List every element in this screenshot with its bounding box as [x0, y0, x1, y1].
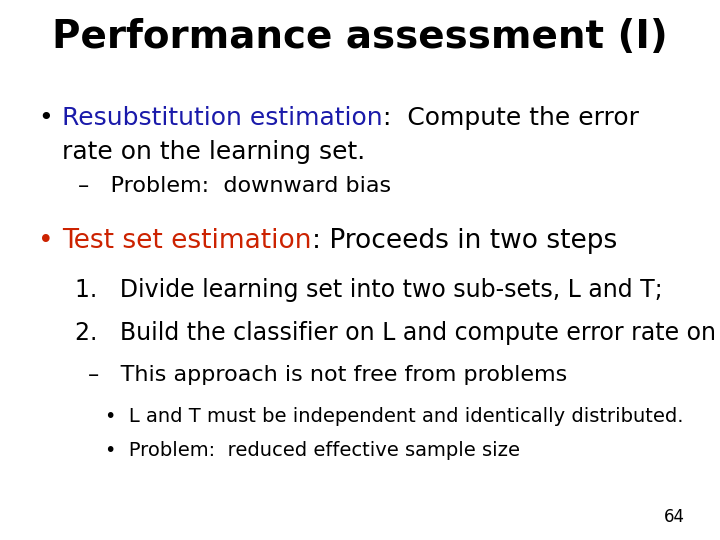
- Text: 64: 64: [664, 508, 685, 526]
- Text: –   This approach is not free from problems: – This approach is not free from problem…: [88, 365, 567, 385]
- Text: Test set estimation: Test set estimation: [62, 228, 312, 254]
- Text: 2.   Build the classifier on L and compute error rate on T.: 2. Build the classifier on L and compute…: [75, 321, 720, 345]
- Text: Resubstitution estimation: Resubstitution estimation: [62, 106, 382, 130]
- Text: •: •: [38, 228, 53, 254]
- Text: 1.   Divide learning set into two sub-sets, L and T;: 1. Divide learning set into two sub-sets…: [75, 278, 662, 302]
- Text: :  Compute the error: : Compute the error: [382, 106, 639, 130]
- Text: rate on the learning set.: rate on the learning set.: [62, 140, 365, 164]
- Text: –   Problem:  downward bias: – Problem: downward bias: [78, 176, 391, 196]
- Text: •  L and T must be independent and identically distributed.: • L and T must be independent and identi…: [105, 407, 683, 426]
- Text: Performance assessment (I): Performance assessment (I): [52, 18, 668, 56]
- Text: •: •: [38, 106, 53, 130]
- Text: •  Problem:  reduced effective sample size: • Problem: reduced effective sample size: [105, 441, 520, 460]
- Text: : Proceeds in two steps: : Proceeds in two steps: [312, 228, 617, 254]
